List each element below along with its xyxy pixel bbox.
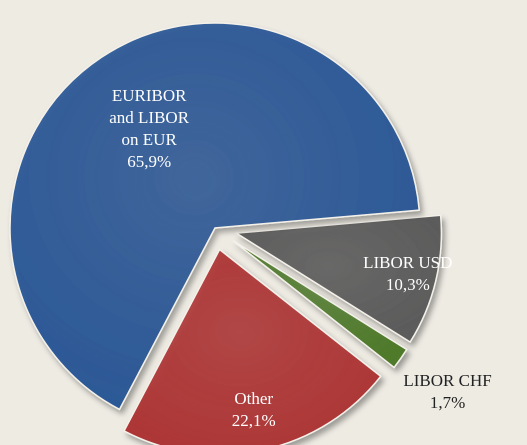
pie-slice	[232, 240, 408, 369]
slice-name: LIBOR CHF	[403, 370, 492, 390]
slice-name: LIBOR USD	[363, 253, 453, 273]
slice-value: 22,1%	[231, 410, 276, 430]
pie-slice	[123, 248, 382, 445]
pie-slice	[234, 214, 443, 344]
slice-value: 10,3%	[385, 275, 430, 295]
pie-slice	[9, 22, 421, 411]
slice-label: EURIBOR and LIBOR on EUR 65,9%	[99, 85, 199, 173]
slice-label: LIBOR USD 10,3%	[348, 252, 468, 296]
slice-label: Other 22,1%	[194, 388, 314, 432]
slice-label: LIBOR CHF 1,7%	[388, 370, 508, 414]
slice-value: 65,9%	[127, 151, 172, 171]
slice-value: 1,7%	[429, 392, 466, 412]
slice-name: EURIBOR and LIBOR on EUR	[109, 85, 190, 149]
slice-name: Other	[234, 388, 274, 408]
